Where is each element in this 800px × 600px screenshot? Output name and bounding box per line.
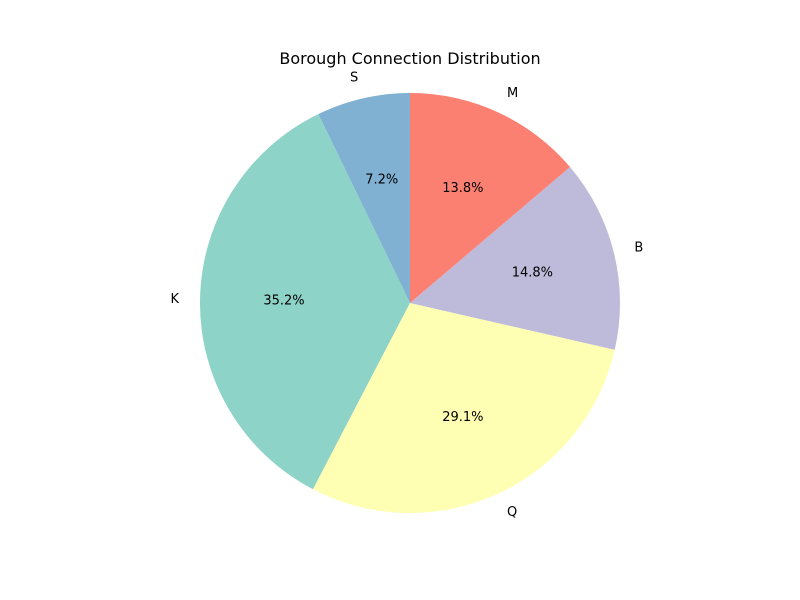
pie-slice-b [410, 166, 620, 350]
pie-slice-q [312, 303, 615, 513]
slice-label-q: Q [507, 505, 517, 520]
pie-slice-m [410, 93, 570, 303]
pie-labels: S 7.2% K 35.2% Q 29.1% B 14.8% M 13.8% [170, 70, 643, 520]
slice-percent-s: 7.2% [365, 173, 398, 188]
pie-slice-s [318, 93, 410, 303]
slice-percent-m: 13.8% [442, 181, 483, 196]
slice-label-m: M [507, 86, 518, 101]
chart-title: Borough Connection Distribution [279, 49, 540, 68]
slice-percent-k: 35.2% [263, 294, 304, 309]
slice-label-b: B [634, 241, 643, 256]
slice-percent-q: 29.1% [442, 410, 483, 425]
slice-label-k: K [170, 292, 179, 307]
pie-slices [199, 93, 620, 513]
pie-slice-k [199, 114, 410, 490]
slice-percent-b: 14.8% [512, 266, 553, 281]
slice-label-s: S [350, 70, 358, 85]
